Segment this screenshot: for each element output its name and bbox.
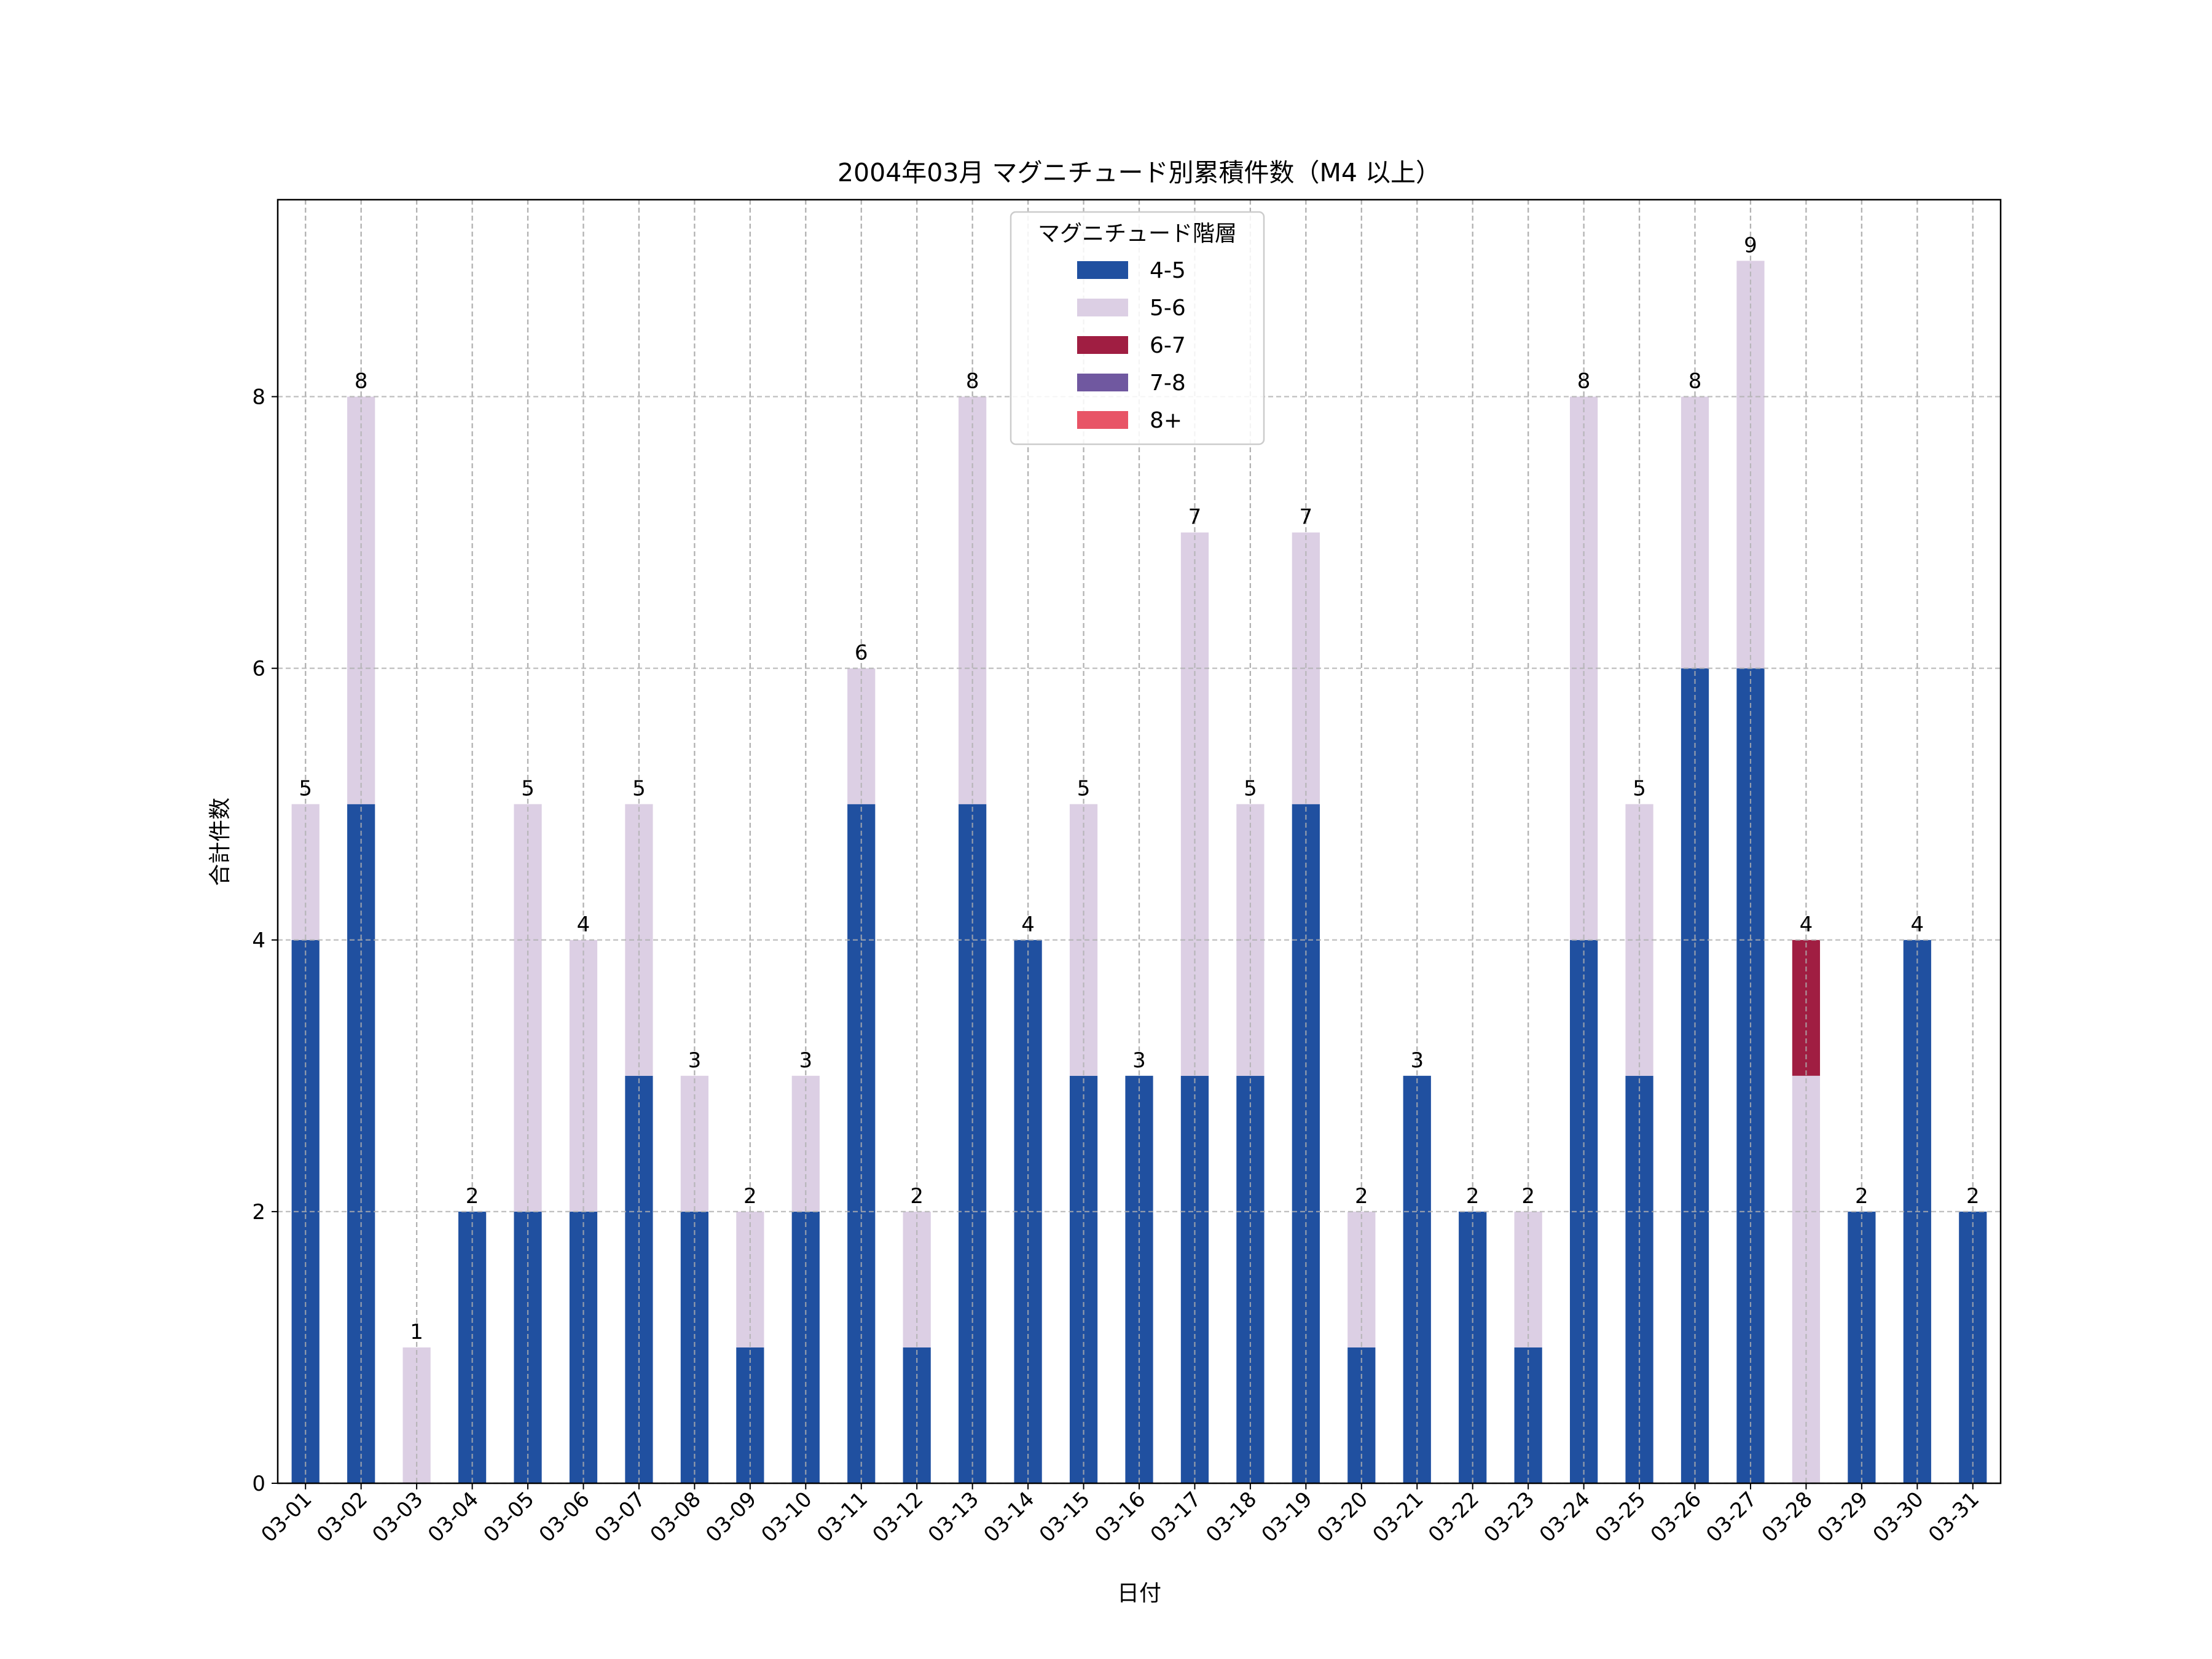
y-axis-label: 合計件数 [208, 798, 233, 886]
y-tick-label-8: 8 [252, 385, 265, 410]
x-tick-label-03-06: 03-06 [535, 1487, 595, 1547]
total-label-03-10: 3 [799, 1048, 812, 1073]
total-label-03-11: 6 [855, 641, 868, 665]
total-label-03-04: 2 [466, 1184, 479, 1209]
bar-03-26-4-5 [1681, 668, 1709, 1483]
y-tick-label-0: 0 [252, 1472, 265, 1496]
x-tick-label-03-08: 03-08 [646, 1487, 706, 1547]
x-ticks: 03-0103-0203-0303-0403-0503-0603-0703-08… [256, 1483, 1984, 1547]
x-tick-label-03-03: 03-03 [367, 1487, 428, 1547]
x-tick-label-03-19: 03-19 [1257, 1487, 1317, 1547]
total-label-03-03: 1 [410, 1320, 423, 1344]
legend-title: マグニチュード階層 [1038, 221, 1237, 246]
total-label-03-22: 2 [1466, 1184, 1480, 1209]
x-tick-label-03-01: 03-01 [256, 1487, 316, 1547]
y-ticks: 0 2 4 6 8 [252, 385, 278, 1496]
x-tick-label-03-17: 03-17 [1146, 1487, 1206, 1547]
x-axis-label: 日付 [1117, 1581, 1161, 1606]
x-tick-label-03-02: 03-02 [312, 1487, 372, 1547]
y-tick-label-4: 4 [252, 928, 265, 953]
chart-title: 2004年03月 マグニチュード別累積件数（M4 以上） [837, 158, 1441, 187]
total-label-03-01: 5 [299, 777, 312, 801]
x-tick-label-03-29: 03-29 [1813, 1487, 1873, 1547]
x-tick-label-03-18: 03-18 [1201, 1487, 1261, 1547]
total-label-03-17: 7 [1188, 505, 1202, 530]
total-label-03-09: 2 [743, 1184, 757, 1209]
legend-label-4-5: 4-5 [1150, 258, 1186, 283]
total-label-03-26: 8 [1688, 369, 1702, 394]
x-tick-label-03-09: 03-09 [701, 1487, 761, 1547]
x-tick-label-03-26: 03-26 [1646, 1487, 1706, 1547]
x-tick-label-03-11: 03-11 [812, 1487, 873, 1547]
data-labels: 5 8 1 2 5 4 5 3 2 3 6 2 8 4 5 3 7 5 7 2 3 2 2 8 5 8 9 4 2 4 2 [299, 233, 1979, 1344]
x-tick-label-03-25: 03-25 [1590, 1487, 1650, 1547]
legend: マグニチュード階層 4-5 5-6 6-7 7-8 8+ [1010, 211, 1265, 445]
total-label-03-12: 2 [910, 1184, 924, 1209]
x-tick-label-03-14: 03-14 [979, 1487, 1039, 1547]
x-tick-label-03-23: 03-23 [1479, 1487, 1539, 1547]
total-label-03-24: 8 [1577, 369, 1591, 394]
x-tick-label-03-28: 03-28 [1757, 1487, 1818, 1547]
grid-overlay [278, 200, 2001, 1484]
total-label-03-16: 3 [1132, 1048, 1146, 1073]
x-tick-label-03-15: 03-15 [1035, 1487, 1095, 1547]
legend-label-6-7: 6-7 [1150, 333, 1186, 358]
total-label-03-25: 5 [1633, 777, 1646, 801]
y-tick-label-6: 6 [252, 657, 265, 681]
legend-swatch-6-7 [1077, 336, 1128, 354]
x-tick-label-03-16: 03-16 [1090, 1487, 1150, 1547]
total-label-03-08: 3 [688, 1048, 702, 1073]
total-label-03-18: 5 [1244, 777, 1257, 801]
total-label-03-30: 4 [1911, 912, 1924, 937]
legend-label-8+: 8+ [1150, 408, 1182, 433]
total-label-03-13: 8 [966, 369, 979, 394]
legend-frame [1010, 211, 1265, 445]
total-label-03-06: 4 [577, 912, 590, 937]
y-tick-label-2: 2 [252, 1200, 265, 1225]
x-tick-label-03-22: 03-22 [1424, 1487, 1484, 1547]
x-tick-label-03-13: 03-13 [924, 1487, 984, 1547]
total-label-03-29: 2 [1855, 1184, 1869, 1209]
total-label-03-05: 5 [521, 777, 535, 801]
total-label-03-21: 3 [1410, 1048, 1424, 1073]
x-tick-label-03-04: 03-04 [423, 1487, 484, 1547]
x-tick-label-03-12: 03-12 [868, 1487, 928, 1547]
x-tick-label-03-24: 03-24 [1535, 1487, 1595, 1547]
x-tick-label-03-10: 03-10 [757, 1487, 817, 1547]
legend-swatch-4-5 [1077, 261, 1128, 279]
x-tick-label-03-21: 03-21 [1368, 1487, 1428, 1547]
x-tick-label-03-30: 03-30 [1869, 1487, 1929, 1547]
total-label-03-28: 4 [1800, 912, 1813, 937]
total-label-03-15: 5 [1077, 777, 1091, 801]
legend-label-5-6: 5-6 [1150, 296, 1186, 321]
total-label-03-14: 4 [1021, 912, 1035, 937]
x-tick-label-03-31: 03-31 [1924, 1487, 1984, 1547]
legend-label-7-8: 7-8 [1150, 371, 1186, 396]
total-label-03-27: 9 [1744, 233, 1757, 257]
legend-swatch-5-6 [1077, 299, 1128, 316]
total-label-03-02: 8 [355, 369, 368, 394]
legend-swatch-8+ [1077, 411, 1128, 429]
total-label-03-31: 2 [1966, 1184, 1980, 1209]
total-label-03-20: 2 [1355, 1184, 1368, 1209]
total-label-03-19: 7 [1300, 505, 1313, 530]
x-tick-label-03-05: 03-05 [479, 1487, 539, 1547]
x-tick-label-03-27: 03-27 [1701, 1487, 1762, 1547]
x-tick-label-03-20: 03-20 [1312, 1487, 1373, 1547]
legend-swatch-7-8 [1077, 374, 1128, 391]
bar-03-27-4-5 [1736, 668, 1765, 1483]
total-label-03-07: 5 [632, 777, 646, 801]
x-tick-label-03-07: 03-07 [590, 1487, 650, 1547]
total-label-03-23: 2 [1521, 1184, 1535, 1209]
